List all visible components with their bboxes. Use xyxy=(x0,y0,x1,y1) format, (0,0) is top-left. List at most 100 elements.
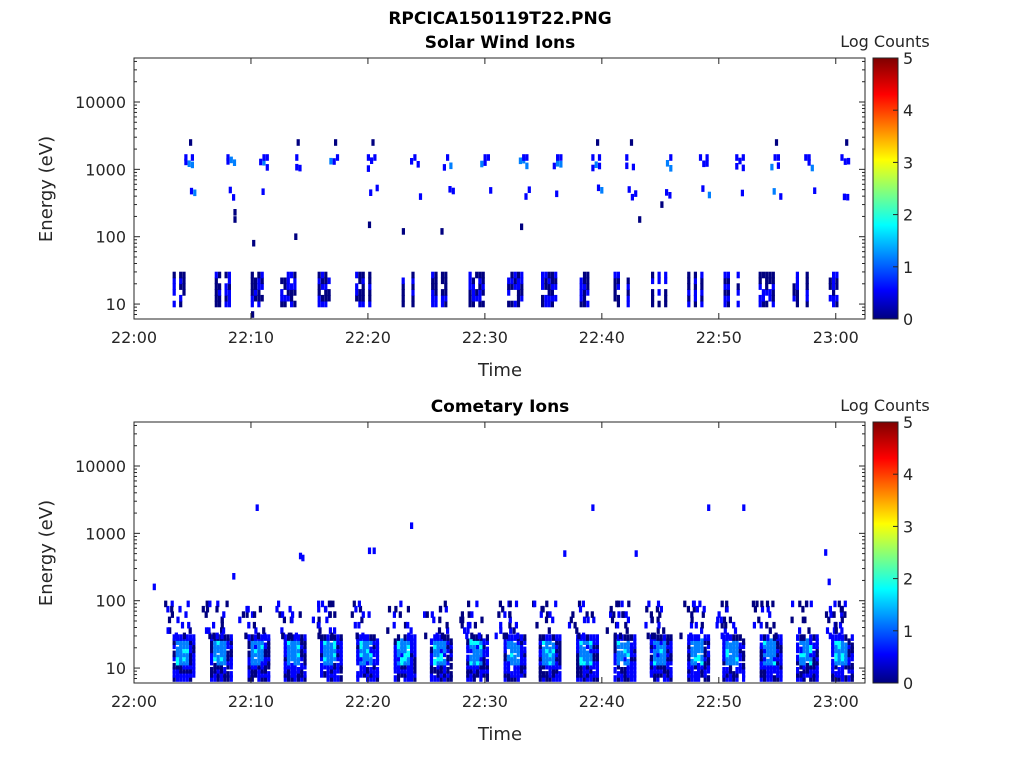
heatmap-cell xyxy=(613,654,617,662)
heatmap-cell xyxy=(333,650,337,658)
heatmap-cell xyxy=(759,634,763,641)
heatmap-cell xyxy=(520,650,524,658)
heatmap-cell xyxy=(406,667,410,674)
heatmap-cell xyxy=(260,294,264,302)
heatmap-cell xyxy=(410,642,414,650)
heatmap-cell xyxy=(659,634,663,641)
heatmap-cell xyxy=(631,163,635,171)
heatmap-cell xyxy=(339,634,343,641)
heatmap-cell xyxy=(544,300,548,308)
heatmap-cell xyxy=(446,154,450,161)
figure-title: RPCICA150119T22.PNG xyxy=(388,9,611,29)
heatmap-cell xyxy=(735,671,739,678)
heatmap-cell xyxy=(765,621,769,629)
heatmap-cell xyxy=(477,632,481,640)
heatmap-cell xyxy=(773,154,777,161)
heatmap-cell xyxy=(548,638,552,645)
heatmap-cell xyxy=(802,654,806,662)
heatmap-cell xyxy=(701,611,705,618)
heatmap-cell xyxy=(834,658,838,666)
heatmap-cell xyxy=(732,634,736,641)
heatmap-cell xyxy=(467,611,471,618)
heatmap-cell xyxy=(616,638,620,645)
heatmap-cell xyxy=(728,634,733,641)
heatmap-cell xyxy=(722,642,726,650)
heatmap-cell xyxy=(592,638,596,645)
heatmap-cell xyxy=(850,662,854,670)
heatmap-cell xyxy=(359,654,363,662)
heatmap-cell xyxy=(579,675,583,682)
heatmap-cell xyxy=(589,667,593,674)
heatmap-cell xyxy=(366,671,370,678)
heatmap-cell xyxy=(375,671,380,678)
heatmap-cell xyxy=(223,638,227,645)
heatmap-cell xyxy=(226,650,230,658)
heatmap-cell xyxy=(769,658,773,666)
heatmap-cell xyxy=(399,600,403,608)
heatmap-cell xyxy=(555,638,559,645)
heatmap-cell xyxy=(372,671,376,678)
heatmap-cell xyxy=(576,662,580,670)
heatmap-cell xyxy=(738,650,742,658)
heatmap-cell xyxy=(620,675,624,682)
heatmap-cell xyxy=(523,634,527,641)
heatmap-cell xyxy=(480,616,484,624)
heatmap-cell xyxy=(263,646,267,654)
heatmap-cell xyxy=(357,621,361,629)
heatmap-cell xyxy=(647,600,651,608)
heatmap-cell xyxy=(779,654,783,662)
heatmap-cell xyxy=(725,646,729,654)
heatmap-cell xyxy=(516,638,520,645)
heatmap-cell xyxy=(585,671,590,678)
heatmap-cell xyxy=(210,658,214,666)
heatmap-cell xyxy=(175,638,180,645)
heatmap-cell xyxy=(238,616,242,624)
heatmap-cell xyxy=(541,283,545,290)
heatmap-cell xyxy=(548,611,552,618)
heatmap-cell xyxy=(410,650,414,658)
heatmap-cell xyxy=(359,646,363,654)
heatmap-cell xyxy=(694,621,698,629)
heatmap-cell xyxy=(401,294,405,302)
heatmap-cell xyxy=(769,662,773,670)
heatmap-cell xyxy=(179,638,183,645)
heatmap-cell xyxy=(327,600,331,608)
heatmap-cell xyxy=(317,605,321,613)
heatmap-cell xyxy=(763,675,767,682)
heatmap-cell xyxy=(578,605,583,613)
heatmap-cell xyxy=(577,600,582,608)
heatmap-cell xyxy=(833,600,837,608)
heatmap-cell xyxy=(482,654,486,662)
x-tick-label: 22:10 xyxy=(228,692,274,711)
heatmap-cell xyxy=(366,638,370,645)
heatmap-cell xyxy=(213,646,217,654)
heatmap-cell xyxy=(182,654,186,662)
heatmap-cell xyxy=(396,667,401,674)
heatmap-cell xyxy=(185,667,189,674)
heatmap-cell xyxy=(212,621,216,629)
heatmap-cell xyxy=(283,675,287,682)
heatmap-cell xyxy=(666,650,670,658)
heatmap-cell xyxy=(541,294,545,302)
heatmap-cell xyxy=(185,650,189,658)
heatmap-cell xyxy=(735,154,739,161)
heatmap-cell xyxy=(479,675,483,682)
heatmap-cell xyxy=(520,271,524,279)
heatmap-cell xyxy=(469,654,473,662)
heatmap-cell xyxy=(283,646,287,654)
heatmap-cell xyxy=(229,638,233,645)
heatmap-cell xyxy=(551,642,555,650)
heatmap-cell xyxy=(802,662,806,670)
heatmap-cell xyxy=(579,277,583,285)
heatmap-cell xyxy=(585,611,589,618)
heatmap-cell xyxy=(368,289,372,296)
heatmap-cell xyxy=(542,658,546,666)
heatmap-cell xyxy=(485,675,489,682)
heatmap-cell xyxy=(845,139,849,146)
x-axis-cometary: 22:00 22:10 22:20 22:30 22:40 22:50 23:00 xyxy=(111,422,859,711)
heatmap-cell xyxy=(366,646,370,654)
heatmap-cell xyxy=(633,642,637,650)
heatmap-cell xyxy=(433,646,437,654)
heatmap-cell xyxy=(326,675,330,682)
heatmap-cell xyxy=(459,616,463,624)
